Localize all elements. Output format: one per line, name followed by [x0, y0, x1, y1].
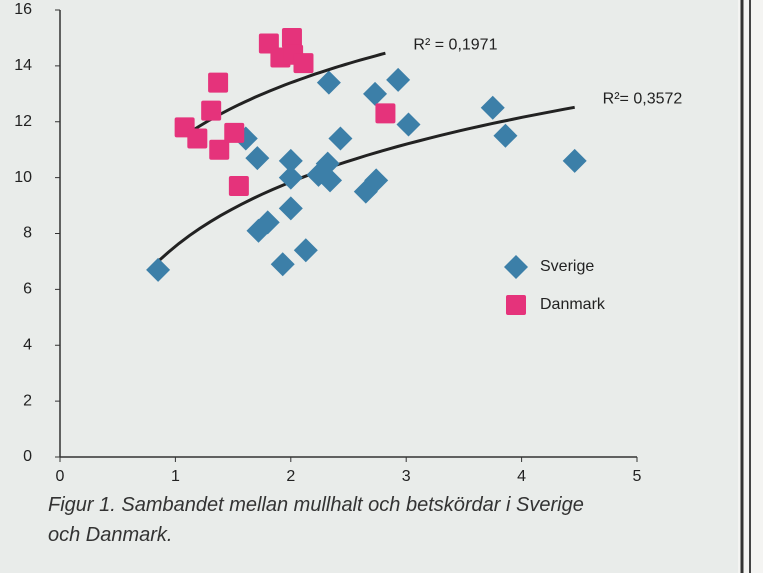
trendline — [157, 105, 575, 263]
point — [281, 27, 302, 48]
point — [293, 238, 318, 263]
point — [278, 196, 303, 221]
point — [316, 70, 341, 95]
point — [364, 168, 389, 193]
trend-label: R²= 0,3572 — [603, 91, 683, 108]
point — [386, 67, 411, 92]
x-tick-label: 3 — [402, 468, 411, 485]
point — [208, 72, 229, 93]
y-tick-label: 0 — [23, 448, 32, 465]
point — [328, 126, 353, 151]
legend-label: Danmark — [540, 296, 606, 313]
point — [293, 53, 314, 74]
point — [146, 257, 171, 282]
y-tick-label: 8 — [23, 225, 32, 242]
legend-marker — [504, 255, 528, 279]
point — [315, 151, 340, 176]
x-tick-label: 1 — [171, 468, 180, 485]
point — [493, 123, 518, 148]
y-tick-label: 16 — [14, 1, 32, 18]
y-tick-label: 2 — [23, 392, 32, 409]
x-tick-label: 4 — [517, 468, 526, 485]
point — [480, 95, 505, 120]
trend-label: R² = 0,1971 — [413, 36, 497, 53]
point — [363, 81, 388, 106]
point — [270, 252, 295, 277]
y-tick-label: 14 — [14, 57, 32, 74]
point — [201, 100, 222, 121]
y-tick-label: 4 — [23, 336, 32, 353]
y-tick-label: 10 — [14, 169, 32, 186]
point — [245, 146, 270, 171]
point — [375, 103, 396, 124]
point — [228, 176, 249, 197]
point — [562, 148, 587, 173]
legend-marker — [506, 295, 526, 315]
point — [187, 128, 208, 149]
y-tick-label: 12 — [14, 113, 32, 130]
y-tick-label: 6 — [23, 281, 32, 298]
point — [396, 112, 421, 137]
x-tick-label: 0 — [56, 468, 65, 485]
point — [278, 148, 303, 173]
point — [278, 165, 303, 190]
point — [318, 168, 343, 193]
point — [255, 210, 280, 235]
caption: Figur 1. Sambandet mellan mullhalt och b… — [48, 494, 584, 546]
point — [209, 139, 230, 160]
x-tick-label: 5 — [633, 468, 642, 485]
legend-label: Sverige — [540, 258, 594, 275]
point — [224, 122, 245, 143]
x-tick-label: 2 — [286, 468, 295, 485]
